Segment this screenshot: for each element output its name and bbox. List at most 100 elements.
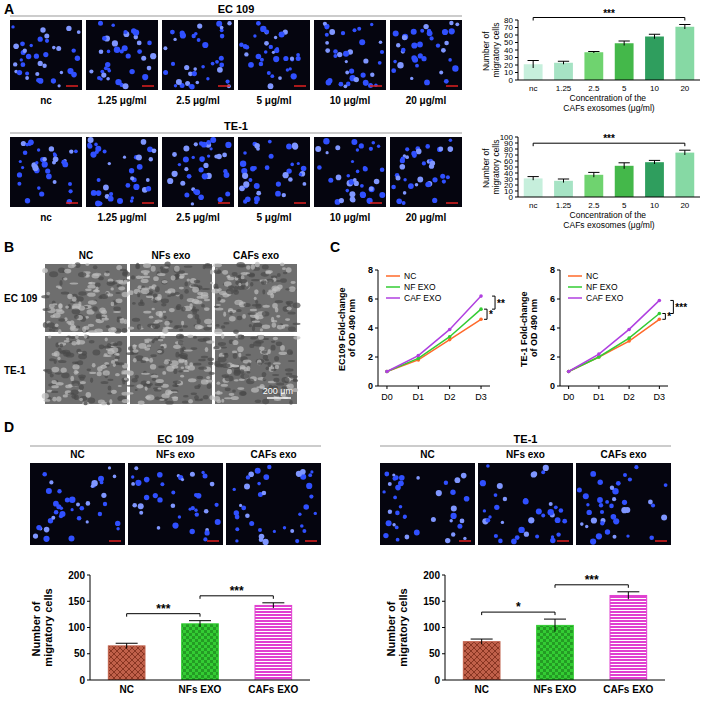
- cell: [214, 306, 219, 308]
- cell: [93, 265, 98, 269]
- cell: [325, 48, 330, 53]
- cell: [265, 271, 271, 274]
- cell: [50, 315, 55, 318]
- cell: [46, 174, 52, 180]
- error-bar: [649, 34, 660, 39]
- cell: [126, 183, 131, 188]
- cell: [356, 170, 360, 174]
- cell: [136, 263, 140, 269]
- cell: [596, 533, 602, 539]
- cell: [254, 183, 260, 189]
- cell: [184, 360, 187, 366]
- cell: [378, 61, 382, 65]
- cell: [239, 279, 247, 283]
- scale-bar: [370, 202, 382, 204]
- cell: [276, 315, 280, 318]
- cell: [240, 374, 248, 379]
- cell: [360, 191, 366, 197]
- cell: [132, 345, 137, 347]
- sig-label: **: [497, 298, 505, 309]
- cell: [480, 480, 486, 486]
- scale-bar: [557, 540, 569, 542]
- cell: [64, 340, 70, 342]
- legend-swatch: [386, 297, 400, 299]
- cell: [151, 266, 156, 272]
- bar: [463, 642, 500, 680]
- row-label: TE-1: [4, 365, 26, 376]
- micrograph: [238, 20, 310, 90]
- title-rule: [380, 446, 671, 447]
- cell: [143, 276, 150, 278]
- micrograph-bg: [390, 137, 462, 207]
- cell: [268, 140, 272, 144]
- cell: [280, 262, 284, 266]
- x-tick: [659, 386, 660, 389]
- cell: [267, 465, 271, 469]
- legend-swatch: [568, 297, 582, 299]
- cell: [283, 272, 287, 274]
- y-tick-label: 2: [550, 352, 555, 362]
- cell: [150, 364, 156, 370]
- cell: [52, 46, 56, 50]
- cell: [20, 58, 23, 61]
- cell: [198, 338, 207, 342]
- cell: [17, 172, 22, 177]
- cell: [106, 325, 110, 328]
- cell: [128, 326, 134, 329]
- line-chart: 02468EC109 Fold-change of OD 490 nmD0D1D…: [337, 265, 505, 402]
- cell: [178, 370, 183, 372]
- point: [385, 370, 389, 374]
- cell: [423, 24, 428, 29]
- cell: [239, 504, 242, 507]
- cell: [189, 303, 192, 309]
- cell: [19, 160, 22, 163]
- cell: [265, 270, 272, 273]
- cell: [246, 475, 250, 479]
- cell: [137, 164, 143, 170]
- cell: [75, 335, 79, 339]
- cell: [51, 367, 59, 373]
- cell: [218, 357, 227, 363]
- cell: [297, 162, 300, 165]
- cell: [49, 480, 53, 484]
- cell: [43, 536, 49, 542]
- cell: [377, 145, 380, 148]
- cell: [202, 173, 208, 179]
- cell: [45, 168, 50, 173]
- x-tick-label: NC: [119, 684, 133, 695]
- cell: [172, 397, 178, 402]
- cell: [197, 376, 204, 379]
- sig-label: ***: [585, 573, 599, 587]
- cell: [273, 530, 276, 533]
- cell: [74, 370, 78, 375]
- marks: [385, 294, 483, 373]
- cell: [88, 324, 94, 327]
- cell: [452, 65, 458, 71]
- cell: [237, 387, 244, 390]
- cell: [518, 527, 524, 533]
- cell: [129, 69, 134, 74]
- cell: [210, 269, 213, 274]
- cell: [412, 153, 417, 158]
- cell: [55, 373, 62, 375]
- cell: [175, 341, 184, 345]
- cell: [110, 343, 118, 346]
- cell: [432, 198, 437, 203]
- scale-bar: [66, 85, 78, 87]
- cell: [386, 520, 392, 526]
- x-axis: [518, 80, 700, 81]
- cell: [194, 395, 199, 400]
- cell: [192, 71, 197, 76]
- cell: [132, 302, 136, 305]
- cell: [440, 174, 445, 179]
- cell: [77, 360, 83, 365]
- cell: [541, 514, 545, 518]
- cell: [262, 289, 265, 294]
- micrograph: [41, 262, 130, 334]
- cell: [203, 163, 208, 168]
- error-bar: [619, 163, 630, 169]
- cell: [152, 324, 160, 329]
- row-title: EC 109: [157, 433, 194, 445]
- cell: [79, 385, 84, 391]
- point: [479, 318, 483, 322]
